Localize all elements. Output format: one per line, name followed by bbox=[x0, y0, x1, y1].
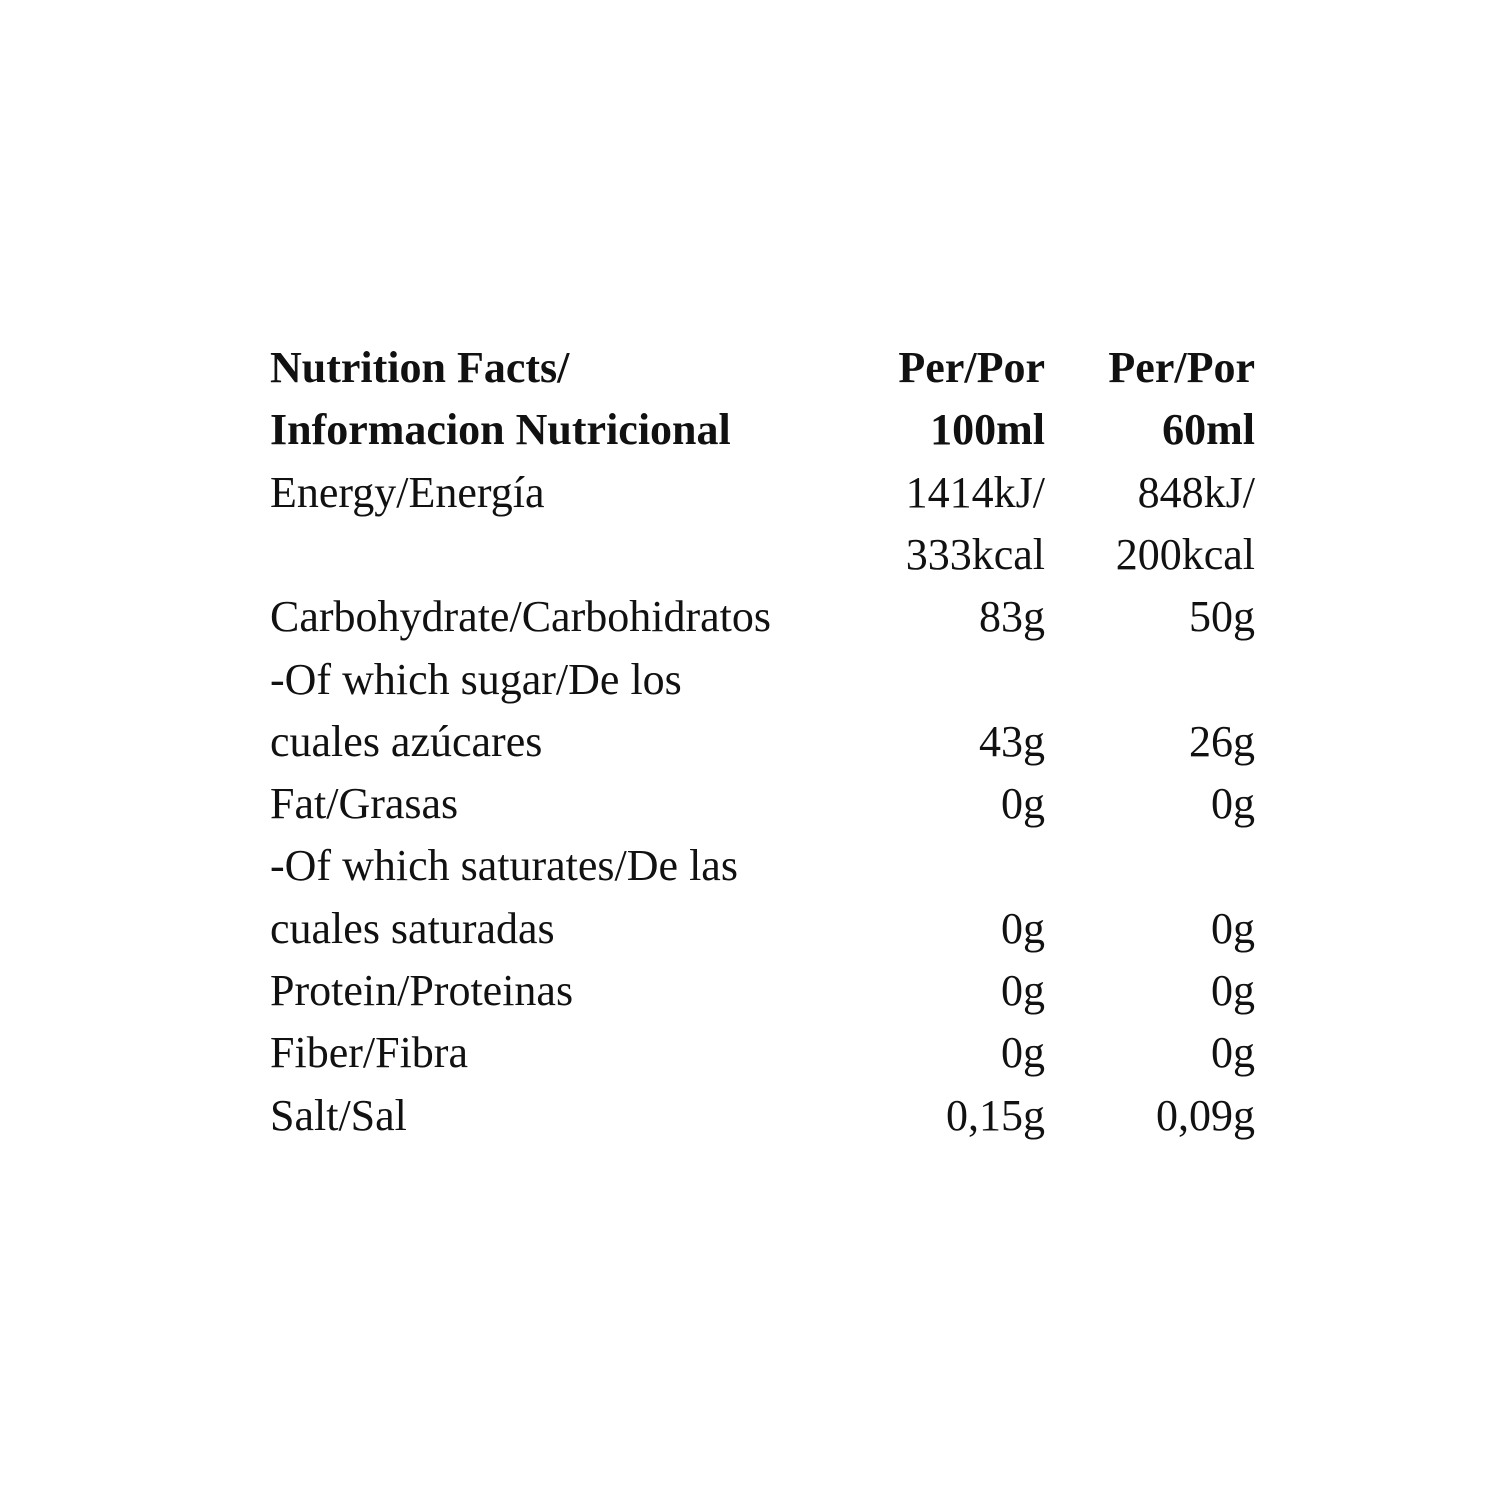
header-value: 60ml bbox=[1162, 405, 1255, 455]
row-value: 0g bbox=[1211, 966, 1255, 1015]
row-value: 26g bbox=[1189, 716, 1255, 766]
row-label: Fiber/Fibra bbox=[270, 1028, 468, 1078]
row-label: Fat/Grasas bbox=[270, 779, 459, 829]
header-value: Per/Por bbox=[898, 343, 1045, 392]
row-value: 0g bbox=[1001, 903, 1045, 953]
row-value: 0g bbox=[1211, 779, 1255, 829]
header-value: Per/Por bbox=[1108, 343, 1255, 392]
row-label: -Of which sugar/De los bbox=[270, 654, 682, 704]
header-label: Informacion Nutricional bbox=[270, 405, 731, 455]
header-label: Nutrition Facts/ bbox=[270, 343, 570, 392]
row-value: 1414kJ/ bbox=[905, 467, 1045, 517]
row-value: 83g bbox=[979, 592, 1045, 642]
row-value: 0g bbox=[1001, 966, 1045, 1015]
row-label: Carbohydrate/Carbohidratos bbox=[270, 592, 771, 642]
row-value: 43g bbox=[979, 716, 1045, 766]
row-value: 200kcal bbox=[1115, 529, 1255, 579]
header-value: 100ml bbox=[930, 405, 1045, 455]
row-value: 333kcal bbox=[905, 529, 1045, 579]
row-value: 0g bbox=[1211, 1028, 1255, 1078]
row-value: 848kJ/ bbox=[1137, 467, 1255, 517]
row-value: 0,15g bbox=[946, 1090, 1045, 1140]
row-label: -Of which saturates/De las bbox=[270, 841, 738, 891]
row-value: 0g bbox=[1211, 903, 1255, 953]
row-label: cuales azúcares bbox=[270, 716, 543, 766]
row-value: 0g bbox=[1001, 779, 1045, 829]
row-label: Salt/Sal bbox=[270, 1090, 407, 1140]
row-label: cuales saturadas bbox=[270, 903, 555, 953]
row-label: Protein/Proteinas bbox=[270, 966, 574, 1015]
row-value: 0,09g bbox=[1156, 1090, 1255, 1140]
row-value: 50g bbox=[1189, 592, 1255, 642]
row-value: 0g bbox=[1001, 1028, 1045, 1078]
row-label: Energy/Energía bbox=[270, 467, 545, 517]
